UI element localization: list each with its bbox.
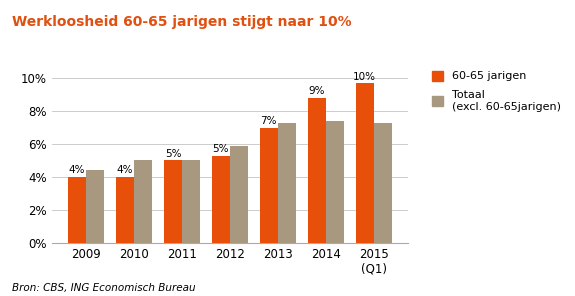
Bar (134, 160, 152, 243)
Bar (308, 98, 326, 243)
Bar (260, 128, 278, 243)
Text: 4%: 4% (117, 165, 133, 175)
Bar (86, 170, 105, 243)
Text: Bron: CBS, ING Economisch Bureau: Bron: CBS, ING Economisch Bureau (12, 283, 195, 293)
Bar (355, 83, 374, 243)
Text: 9%: 9% (309, 86, 325, 96)
Bar (326, 121, 344, 243)
Legend: 60-65 jarigen, Totaal
(excl. 60-65jarigen): 60-65 jarigen, Totaal (excl. 60-65jarige… (432, 71, 561, 112)
Bar (230, 146, 248, 243)
Bar (374, 123, 392, 243)
Text: Werkloosheid 60-65 jarigen stijgt naar 10%: Werkloosheid 60-65 jarigen stijgt naar 1… (12, 15, 351, 29)
Text: 7%: 7% (260, 116, 277, 126)
Bar (182, 160, 200, 243)
Bar (278, 123, 296, 243)
Bar (212, 156, 230, 243)
Bar (116, 177, 134, 243)
Text: 5%: 5% (164, 149, 181, 159)
Text: 4%: 4% (69, 165, 85, 175)
Bar (164, 160, 182, 243)
Text: 5%: 5% (213, 144, 229, 154)
Text: 10%: 10% (353, 72, 376, 82)
Bar (68, 177, 86, 243)
